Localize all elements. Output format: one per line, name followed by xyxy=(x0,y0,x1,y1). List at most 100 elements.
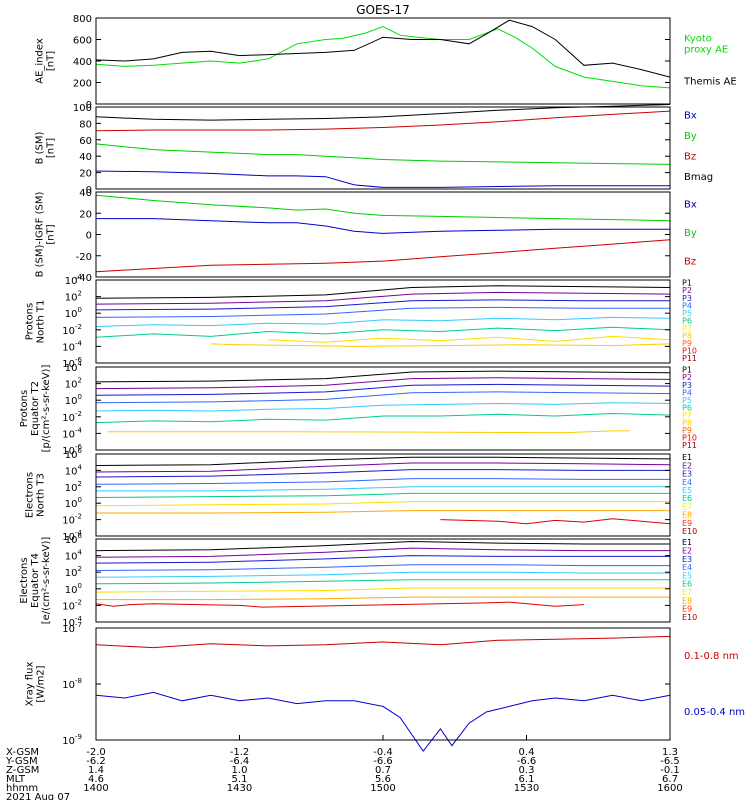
y-tick-exponent: -4 xyxy=(75,426,83,434)
series-line-protons_t1-p3 xyxy=(95,299,670,311)
x-tick-value: 0.3 xyxy=(519,765,535,776)
panel-frame xyxy=(95,191,671,278)
y-tick-label: -40 xyxy=(76,273,92,284)
y-tick-label: 100 xyxy=(65,582,82,596)
x-tick-value: 1.0 xyxy=(232,765,248,776)
channel-label-e1: E1 xyxy=(682,453,692,462)
y-tick-exponent: -7 xyxy=(75,621,82,629)
y-tick-label: 20 xyxy=(79,169,92,180)
y-tick-label: 20 xyxy=(79,209,92,220)
series-line-b_igrf-by xyxy=(95,194,671,222)
x-tick-value: 1430 xyxy=(227,783,252,794)
y-tick-label: 0 xyxy=(86,100,92,111)
y-axis-label: Xray flux xyxy=(25,662,36,707)
x-tick-value: -6.5 xyxy=(660,756,680,767)
x-tick-value: 6.1 xyxy=(519,774,535,785)
series-line-electrons_t3-e5 xyxy=(96,486,670,492)
series-line-electrons_t4-e2 xyxy=(95,547,670,558)
series-line-electrons_t3-e4 xyxy=(95,478,670,485)
y-axis-label: Equator T4 xyxy=(30,553,41,608)
y-tick-label: 10-9 xyxy=(62,733,82,747)
series-line-electrons_t3-e6 xyxy=(95,492,670,498)
series-line-electrons_t4-e6 xyxy=(95,579,670,585)
series-line-electrons_t3-e8 xyxy=(96,510,670,514)
y-tick-exponent: 0 xyxy=(78,306,82,314)
y-axis-label: Equator T2 xyxy=(30,381,41,436)
series-line-electrons_t3-e1 xyxy=(95,456,671,466)
series-line-b_igrf-bx xyxy=(96,218,670,234)
x-tick-value: -6.4 xyxy=(230,756,250,767)
series-line-xray-0-1-0-8-nm xyxy=(95,635,671,649)
channel-label-p11: P11 xyxy=(682,354,697,363)
panel-frame xyxy=(95,453,671,537)
channel-label-p10: P10 xyxy=(682,434,697,443)
x-tick-value: 6.7 xyxy=(662,774,678,785)
series-line-protons_t1-p1 xyxy=(95,285,671,299)
y-tick-label: 10-4 xyxy=(62,426,82,440)
channel-label-e4: E4 xyxy=(682,478,692,487)
panel-frame xyxy=(95,538,671,623)
series-line-protons_t1-p5 xyxy=(95,316,671,327)
legend-label-0-1-0-8-nm: 0.1-0.8 nm xyxy=(684,651,739,662)
x-tick-value: 5.1 xyxy=(232,774,248,785)
channel-label-e9: E9 xyxy=(682,605,692,614)
y-tick-exponent: -4 xyxy=(75,339,83,347)
series-line-xray-0-05-0-4-nm xyxy=(95,691,671,753)
y-tick-label: 800 xyxy=(73,14,92,25)
y-tick-label: 10-2 xyxy=(62,323,82,337)
channel-label-e2: E2 xyxy=(682,461,692,470)
series-line-electrons_t3-e3 xyxy=(95,469,670,478)
y-tick-label: 100 xyxy=(73,103,92,114)
series-line-b_sm-by xyxy=(95,143,671,165)
y-tick-exponent: -2 xyxy=(75,323,82,331)
y-tick-exponent: 4 xyxy=(78,549,83,557)
y-tick-label: 100 xyxy=(65,393,82,407)
series-line-electrons_t4-e1 xyxy=(95,540,670,552)
series-line-electrons_t4-e3 xyxy=(95,555,670,564)
x-row-label: MLT xyxy=(6,774,26,785)
series-line-electrons_t3-e9 xyxy=(440,518,671,525)
y-tick-label: 10-7 xyxy=(62,621,82,635)
panel-b_sm: 0 20 40 60 80 100 B (SM) [nT] Bx By Bz Bmag xyxy=(35,103,714,196)
y-tick-exponent: 0 xyxy=(78,582,82,590)
legend-label-by: By xyxy=(684,131,697,142)
channel-label-e6: E6 xyxy=(682,580,692,589)
x-row-label: 2021 Aug 07 xyxy=(6,792,70,800)
channel-label-p9: P9 xyxy=(682,426,692,435)
plot-title: GOES-17 xyxy=(356,3,410,17)
series-line-protons_t2-p1 xyxy=(95,370,671,383)
series-line-electrons_t4-e4 xyxy=(95,564,670,571)
x-tick-value: 0.4 xyxy=(519,747,535,758)
channel-label-e6: E6 xyxy=(682,494,692,503)
y-tick-label: 0 xyxy=(86,231,92,242)
y-axis-label: B (SM)-IGRF (SM) xyxy=(35,192,46,278)
channel-label-p3: P3 xyxy=(682,381,692,390)
y-tick-label: 104 xyxy=(65,463,83,477)
y-tick-exponent: 4 xyxy=(78,273,83,281)
x-tick-value: 1500 xyxy=(370,783,395,794)
y-tick-label: 400 xyxy=(73,57,92,68)
series-line-electrons_t4-e9 xyxy=(95,601,584,608)
y-tick-label: 102 xyxy=(65,480,82,494)
legend-label-bz: Bz xyxy=(684,151,696,162)
legend-label-bx: Bx xyxy=(684,200,697,211)
series-line-electrons_t4-e7 xyxy=(95,587,670,593)
series-line-protons_t1-p4 xyxy=(95,306,670,318)
y-tick-label: 102 xyxy=(65,290,82,304)
legend-label-themis-ae: Themis AE xyxy=(683,77,737,88)
series-line-protons_t2-p8 xyxy=(107,430,630,434)
series-line-ae-kyoto-proxy-ae xyxy=(95,26,671,89)
panel-xray: 10-9 10-8 10-7 Xray flux [W/m2] 0.1-0.8 nm 0.0… xyxy=(25,621,745,753)
y-tick-exponent: 4 xyxy=(78,463,83,471)
x-tick-value: 4.6 xyxy=(88,774,104,785)
y-axis-label: [W/m2] xyxy=(36,665,47,702)
legend-label-bmag: Bmag xyxy=(684,172,713,183)
y-tick-exponent: -4 xyxy=(75,529,83,537)
series-line-electrons_t3-e7 xyxy=(95,501,670,507)
y-tick-label: 10-2 xyxy=(62,598,82,612)
channel-label-e5: E5 xyxy=(682,571,692,580)
